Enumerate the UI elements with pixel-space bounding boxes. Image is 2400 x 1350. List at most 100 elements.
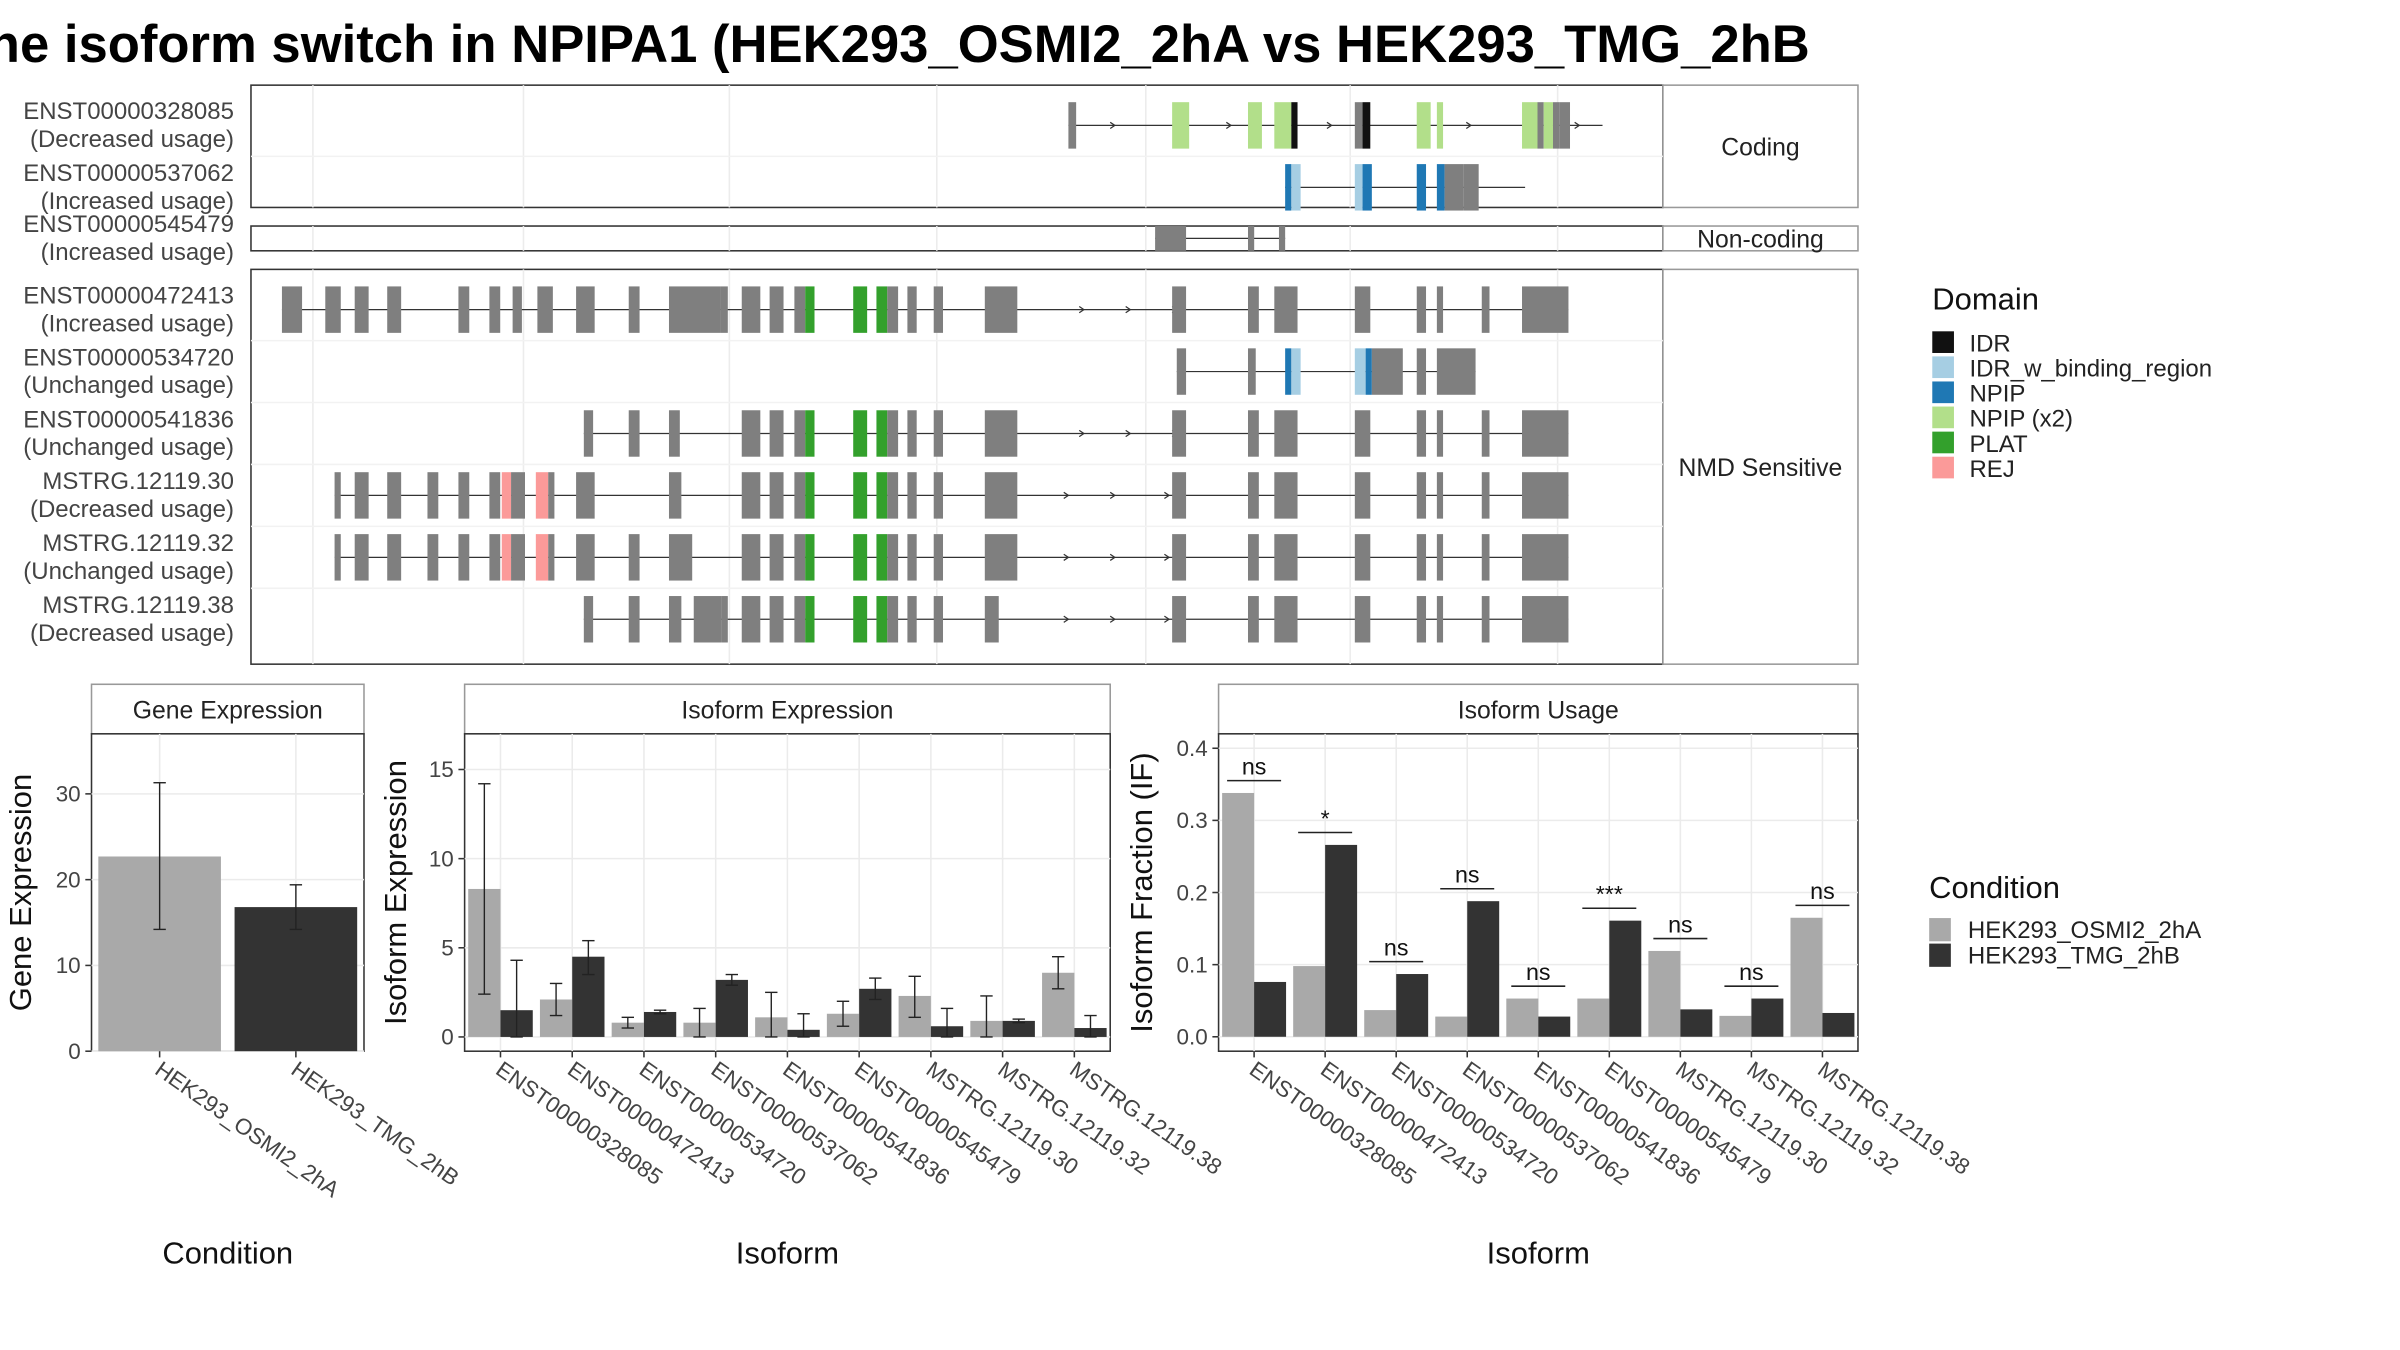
exon-block [887,286,899,333]
domain-legend-label: REJ [1969,456,2014,483]
exon-block [1416,348,1427,395]
exon-block [1522,596,1569,643]
exon-block [1436,472,1444,519]
exon-block [1362,164,1372,211]
strand-arrow [1109,553,1116,561]
y-tick-label: 0.0 [1177,1025,1208,1050]
exon-block [876,472,888,519]
strand-arrow [1109,615,1116,623]
transcript-id-label: ENST00000541836 [23,406,234,433]
bar [1609,920,1642,1037]
exon-block [1371,348,1403,395]
exon-block [853,534,868,581]
figure-title: he isoform switch in NPIPA1 (HEK293_OSMI… [0,15,1810,74]
strand-arrow [1164,553,1171,561]
strand-arrow [1164,491,1171,500]
exon-block [1416,472,1427,519]
exon-block [1463,164,1479,211]
transcript-id-label: MSTRG.12119.30 [42,468,234,495]
exon-block [628,534,640,581]
exon-block [1247,410,1259,457]
exon-block [512,286,522,333]
exon-block [334,534,341,581]
transcript-id-label: ENST00000537062 [23,160,234,187]
exon-block [1247,596,1259,643]
exon-block [887,410,899,457]
transcript-usage-label: (Decreased usage) [30,126,234,153]
y-tick-label: 20 [56,867,81,892]
significance-label: *** [1596,881,1623,907]
exon-block [876,596,888,643]
exon-block [535,472,549,519]
exon-block [769,410,784,457]
exon-block [1068,102,1077,149]
exon-block [1172,472,1187,519]
exon-block [1247,102,1262,149]
domain-legend-swatch [1932,406,1954,429]
transcript-usage-label: (Unchanged usage) [23,434,234,461]
y-tick-label: 15 [429,757,454,782]
exon-block [1416,596,1427,643]
exon-block [933,286,944,333]
exon-block [805,286,815,333]
panel-title: Isoform Usage [1458,697,1619,724]
exon-block [1354,286,1371,333]
strand-arrow [1078,429,1086,438]
significance-label: ns [1455,862,1480,888]
transcript-usage-label: (Decreased usage) [30,496,234,523]
exon-block [583,410,594,457]
exon-block [489,472,501,519]
exon-block [805,472,815,519]
exon-block [1436,348,1476,395]
exon-block [1436,534,1444,581]
transcript-usage-label: (Increased usage) [41,239,234,266]
exon-block [427,472,439,519]
y-tick-label: 0.4 [1177,736,1208,761]
exon-block [427,534,439,581]
exon-block [1291,102,1298,149]
significance-label: ns [1384,934,1409,960]
exon-block [1274,410,1298,457]
exon-block [548,472,555,519]
domain-legend-title: Domain [1932,282,2039,317]
group-label: Coding [1721,135,1799,162]
y-tick-label: 0 [68,1039,80,1064]
exon-block [501,534,512,581]
exon-block [1354,102,1363,149]
exon-block [1416,534,1427,581]
exon-block [1274,472,1298,519]
exon-block [1172,410,1187,457]
group-label: NMD Sensitive [1679,455,1843,482]
bar [1751,998,1784,1037]
exon-block [794,472,806,519]
exon-block [887,534,899,581]
exon-block [628,596,640,643]
exon-block [1247,286,1259,333]
strand-arrow [1125,429,1132,438]
strand-arrow [1326,121,1333,130]
structure-panel-box [250,225,1664,252]
domain-legend-label: IDR_w_binding_region [1969,356,2212,383]
exon-block [628,286,640,333]
exon-block [458,534,470,581]
exon-block [853,286,868,333]
y-tick-label: 5 [441,936,453,961]
exon-block [721,596,728,643]
exon-block [984,286,1018,333]
condition-legend-label: HEK293_OSMI2_2hA [1968,917,2201,944]
transcript-id-label: ENST00000472413 [23,282,234,309]
transcript-id-label: MSTRG.12119.38 [42,592,234,619]
exon-block [805,410,815,457]
exon-block [489,286,501,333]
exon-block [1172,102,1190,149]
transcript-usage-label: (Unchanged usage) [23,372,234,399]
strand-arrow [1063,491,1070,500]
exon-block [1481,534,1490,581]
exon-block [1354,534,1371,581]
exon-block [1176,348,1187,395]
exon-block [876,286,888,333]
exon-block [741,472,761,519]
exon-block [387,286,402,333]
bar [1396,974,1429,1037]
